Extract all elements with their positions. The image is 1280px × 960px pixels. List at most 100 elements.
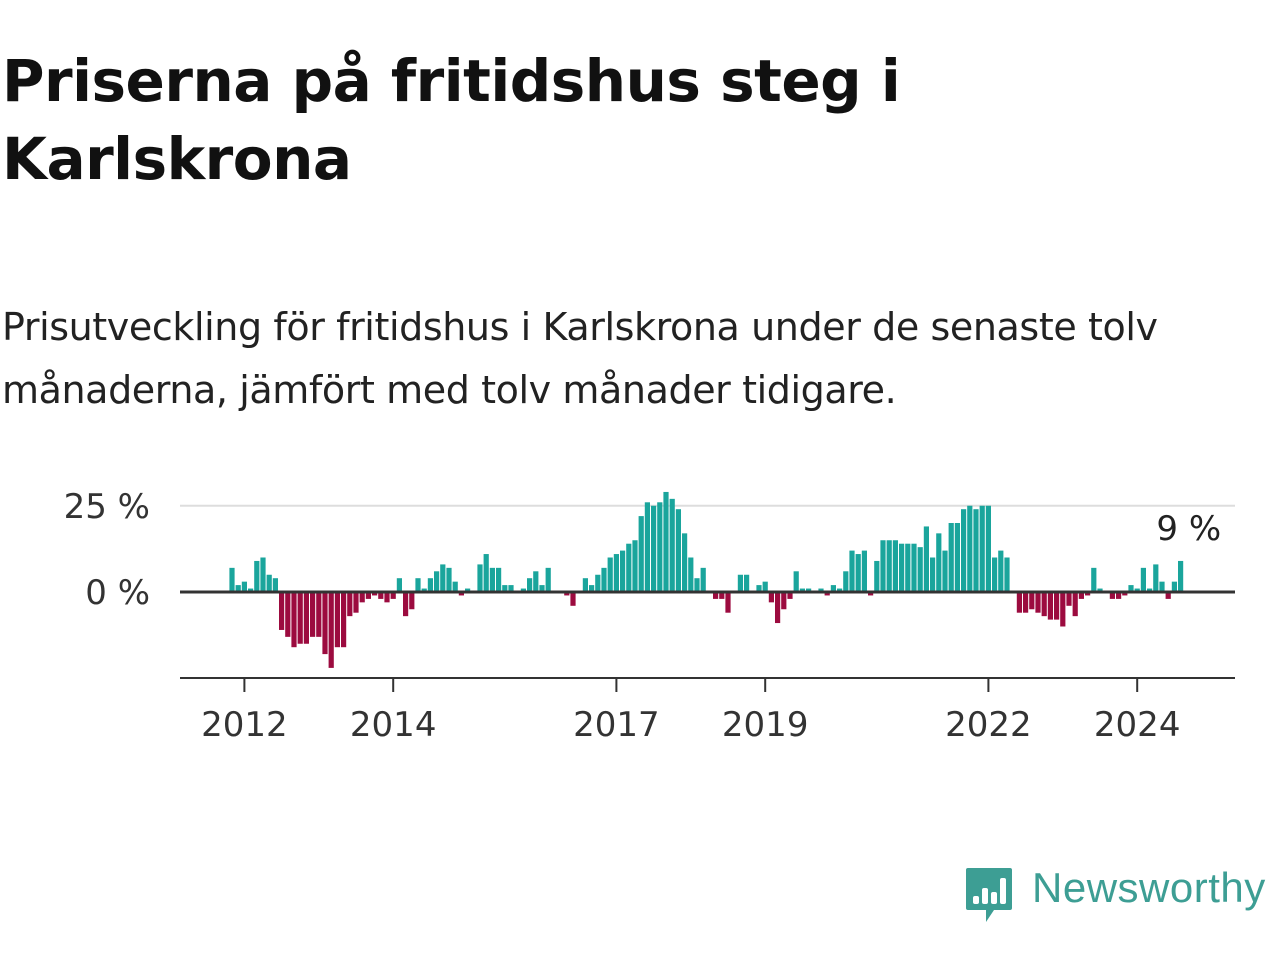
bar (434, 571, 440, 592)
bar (874, 560, 880, 592)
bar (365, 592, 371, 599)
bar (1072, 592, 1078, 617)
bar (527, 578, 533, 592)
bar (855, 554, 861, 592)
y-tick-label: 0 % (85, 573, 150, 613)
bar (911, 543, 917, 592)
bar (663, 491, 669, 592)
bar (1109, 592, 1115, 599)
axes (180, 590, 1235, 692)
bar (341, 592, 347, 648)
bar (1178, 560, 1184, 592)
bar (235, 585, 241, 592)
bar (359, 592, 365, 603)
chart-title: Priserna på fritidshus steg i Karlskrona (2, 47, 901, 193)
bar (297, 592, 303, 644)
x-tick-label: 2022 (945, 705, 1032, 740)
bar (1171, 581, 1177, 592)
bar (787, 592, 793, 599)
bar (923, 526, 929, 592)
bar (682, 533, 688, 592)
last-value-annotation: 9 % (1156, 509, 1221, 549)
bar (620, 550, 626, 592)
bar (1054, 592, 1060, 620)
bar (396, 578, 402, 592)
bar (1097, 588, 1103, 592)
bar (1066, 592, 1072, 606)
bar (849, 550, 855, 592)
bar (1016, 592, 1022, 613)
bar (1029, 592, 1035, 610)
bar (1134, 588, 1140, 592)
tick-labels: 25 % 0 % 2012 2014 2017 2019 2022 2024 9 % (64, 487, 1222, 740)
bar (601, 567, 607, 592)
chart-subtitle: Prisutveckling för fritidshus i Karlskro… (2, 305, 1158, 412)
bar (694, 578, 700, 592)
bar (595, 574, 601, 592)
bar (917, 547, 923, 592)
bar (496, 567, 502, 592)
bar (303, 592, 309, 644)
bar (824, 592, 830, 596)
bar (248, 588, 254, 592)
x-tick-label: 2024 (1094, 705, 1181, 740)
bar (458, 592, 464, 596)
bar (285, 592, 291, 637)
bar (570, 592, 576, 606)
bar (260, 557, 266, 592)
bar (886, 540, 892, 592)
bar (967, 505, 973, 592)
bar (403, 592, 409, 617)
bar (1128, 585, 1134, 592)
bar (378, 592, 384, 599)
bar (613, 554, 619, 592)
bar (1035, 592, 1041, 613)
bar (806, 588, 812, 592)
bar (713, 592, 719, 599)
bar (818, 588, 824, 592)
bar (737, 574, 743, 592)
bar (533, 571, 539, 592)
bar (316, 592, 322, 637)
bar (1122, 592, 1128, 596)
bar (905, 543, 911, 592)
bar (644, 502, 650, 592)
bar (229, 567, 235, 592)
newsworthy-logo: Newsworthy (964, 864, 1280, 928)
bar (477, 564, 483, 592)
bar (942, 550, 948, 592)
bar (589, 585, 595, 592)
bar (799, 588, 805, 592)
bar (520, 588, 526, 592)
bar (651, 505, 657, 592)
bar (669, 498, 675, 592)
bar (564, 592, 570, 596)
bar (539, 585, 545, 592)
bar (948, 523, 954, 592)
bar (843, 571, 849, 592)
brand-name: Newsworthy (1032, 864, 1266, 911)
bar (353, 592, 359, 613)
bar (638, 516, 644, 592)
bar (328, 592, 334, 668)
bar (892, 540, 898, 592)
bar (489, 567, 495, 592)
bar (291, 592, 297, 648)
bar (744, 574, 750, 592)
bar (582, 578, 588, 592)
bar (961, 509, 967, 592)
bar (781, 592, 787, 610)
x-tick-label: 2019 (722, 705, 809, 740)
bar (279, 592, 285, 630)
bar (508, 585, 514, 592)
bar (446, 567, 452, 592)
bar (1041, 592, 1047, 617)
bar (1085, 592, 1091, 596)
bar (899, 543, 905, 592)
bar (1153, 564, 1159, 592)
bar (322, 592, 328, 655)
bar (1159, 581, 1165, 592)
bar (1147, 588, 1153, 592)
bar (372, 592, 378, 596)
